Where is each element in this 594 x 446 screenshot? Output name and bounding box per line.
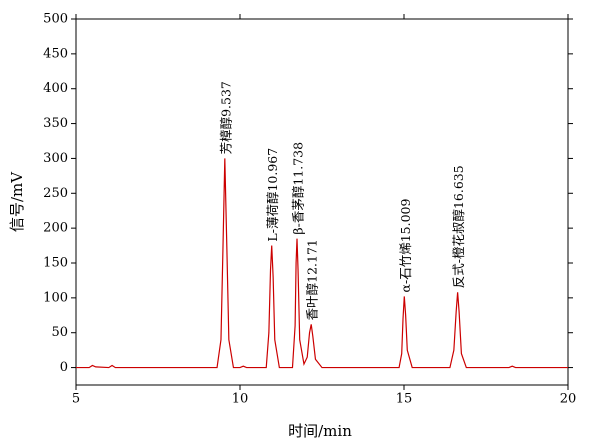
peak-label: α-石竹烯15.009: [398, 199, 413, 293]
y-tick-label: 250: [43, 186, 68, 201]
peak-label: 香叶醇12.171: [305, 239, 320, 320]
plot-frame: [75, 18, 569, 386]
peak-label: 反式-橙花叔醇16.635: [451, 165, 466, 288]
y-axis-title: 信号/mV: [8, 171, 26, 232]
y-tick-label: 0: [60, 360, 68, 375]
x-axis-title: 时间/min: [288, 422, 352, 440]
y-tick-label: 450: [43, 46, 68, 61]
y-tick-label: 400: [43, 81, 68, 96]
x-tick-label: 20: [560, 392, 577, 407]
line: [76, 158, 568, 369]
y-tick-label: 350: [43, 116, 68, 131]
x-tick-label: 10: [232, 392, 249, 407]
x-tick-label: 15: [396, 392, 413, 407]
y-tick-label: 150: [43, 256, 68, 271]
y-tick-label: 50: [51, 325, 68, 340]
y-tick-label: 300: [43, 151, 68, 166]
y-tick-label: 500: [43, 12, 68, 27]
peak-label: β-香茅醇11.738: [291, 142, 306, 235]
peak-label: L-薄荷醇10.967: [265, 148, 280, 242]
x-tick-label: 5: [72, 392, 80, 407]
y-tick-label: 100: [43, 290, 68, 305]
peak-label: 芳樟醇9.537: [218, 81, 233, 154]
y-tick-label: 200: [43, 221, 68, 236]
